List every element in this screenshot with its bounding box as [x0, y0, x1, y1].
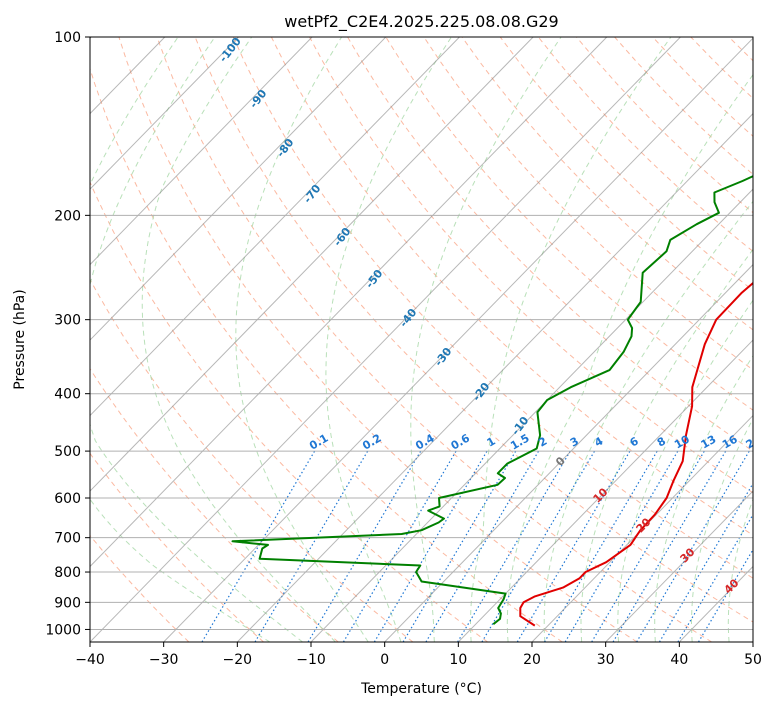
mixing-ratio-lines [201, 450, 753, 642]
dry-adiabat-line [194, 37, 753, 623]
dry-adiabat-line [309, 37, 753, 494]
y-tick-label: 100 [54, 30, 81, 46]
x-tick-label: −40 [75, 652, 105, 668]
x-tick-label: 50 [744, 652, 762, 668]
mixing-ratio-line [658, 482, 753, 642]
moist-adiabat-line [141, 37, 336, 642]
isotherm-line [310, 188, 753, 642]
y-tick-label: 500 [54, 444, 81, 460]
mixing-ratio-line [516, 450, 631, 642]
mixing-ratio-line [457, 450, 571, 642]
x-tick-label: 10 [449, 652, 467, 668]
mixing-ratio-line [591, 450, 705, 642]
x-tick-label: 30 [597, 652, 615, 668]
mixing-ratio-label: 20 [744, 432, 764, 451]
isotherm-line [90, 37, 534, 492]
pressure-gridlines [90, 37, 753, 630]
mixing-ratio-line [342, 450, 457, 642]
mixing-ratio-line [307, 450, 422, 642]
x-tick-label: 40 [670, 652, 688, 668]
moist-adiabat-line [90, 37, 303, 642]
moist-adiabat-line [235, 37, 369, 642]
mixing-ratio-line [697, 548, 753, 642]
isotherm-line [90, 37, 681, 642]
y-tick-label: 300 [54, 313, 81, 329]
mixing-ratio-line [425, 450, 540, 642]
moist-adiabat-line [580, 248, 753, 642]
dry-adiabat-line [270, 37, 753, 536]
dewpoint-profile-line [231, 175, 753, 625]
mixing-ratio-line [201, 450, 316, 642]
y-tick-label: 200 [54, 208, 81, 224]
y-tick-label: 600 [54, 491, 81, 507]
isotherm-line [457, 339, 753, 642]
y-tick-label: 900 [54, 595, 81, 611]
dry-adiabat-line [499, 37, 753, 292]
y-tick-label: 700 [54, 531, 81, 547]
y-axis-label: Pressure (hPa) [12, 289, 28, 389]
mixing-ratio-line [636, 450, 750, 642]
mixing-ratio-line [481, 450, 596, 642]
x-axis-ticks: −40 −30 −20 −10 0 10 20 30 40 50 [75, 642, 762, 668]
plot-area: 0.10.20.40.611.52346810131620253036-100-… [90, 37, 764, 642]
mixing-ratio-line [564, 450, 679, 642]
moist-adiabat-line [325, 37, 452, 642]
moist-adiabat-line [410, 37, 562, 642]
x-tick-label: 0 [380, 652, 389, 668]
isotherm-line [90, 37, 608, 568]
mixing-ratio-line [254, 450, 369, 642]
moist-adiabat-line [543, 200, 753, 642]
plot-frame [89, 36, 754, 643]
isotherm-line [163, 37, 753, 642]
x-tick-label: −10 [296, 652, 326, 668]
dry-adiabat-line [118, 37, 638, 642]
dry-adiabat-line [232, 37, 753, 579]
isotherm-line [90, 37, 239, 190]
isotherm-line [384, 263, 753, 642]
isotherm-line [90, 37, 387, 341]
isotherm-line [90, 37, 460, 417]
mixing-ratio-line [373, 450, 488, 642]
isotherm-line [531, 414, 753, 642]
x-axis-label: Temperature (°C) [360, 681, 482, 697]
y-tick-label: 800 [54, 565, 81, 581]
x-tick-label: 20 [523, 652, 541, 668]
y-tick-label: 400 [54, 387, 81, 403]
isotherm-line [236, 112, 753, 642]
y-axis-ticks: 100 200 300 400 500 600 700 800 900 1000 [45, 30, 90, 638]
temperature-profile-line [519, 281, 753, 627]
mixing-ratio-line [612, 450, 727, 642]
y-tick-label: 1000 [45, 622, 81, 638]
chart-title: wetPf2_C2E4.2025.225.08.08.G29 [284, 12, 558, 32]
skewed-isotherms [90, 37, 753, 642]
isotherm-line [605, 490, 753, 642]
isotherm-line [90, 37, 313, 266]
x-tick-label: −30 [149, 652, 179, 668]
mixing-ratio-line [402, 450, 517, 642]
dry-adiabat-line [385, 37, 753, 411]
dry-adiabat-line [90, 367, 339, 642]
mixing-ratio-line [677, 513, 753, 642]
x-tick-label: −20 [223, 652, 253, 668]
sounding-series [231, 175, 753, 627]
